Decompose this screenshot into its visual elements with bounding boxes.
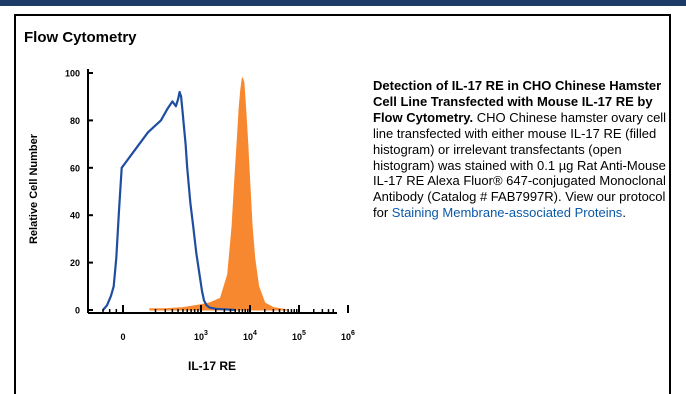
caption-title: Detection of IL-17 RE in CHO Chinese Ham… xyxy=(373,78,662,125)
y-tick-label: 60 xyxy=(70,163,80,173)
flow-cytometry-chart: 0 20 40 60 80 100 0 103 104 105 106 IL-17 RE Relativ… xyxy=(28,69,355,374)
section-title: Flow Cytometry xyxy=(24,29,137,46)
y-axis-title: Relative Cell Number xyxy=(28,133,40,244)
y-tick-label: 80 xyxy=(70,116,80,126)
y-tick-label: 20 xyxy=(70,258,80,268)
x-tick-label: 0 xyxy=(120,332,125,342)
y-tick-label: 0 xyxy=(75,306,80,316)
x-tick-label: 104 xyxy=(243,330,257,342)
open-histogram xyxy=(102,90,236,312)
content-frame xyxy=(14,14,671,394)
figure-caption: Detection of IL-17 RE in CHO Chinese Ham… xyxy=(373,78,671,221)
header-rule xyxy=(0,0,686,6)
x-axis-title: IL-17 RE xyxy=(188,359,236,373)
x-tick-label: 105 xyxy=(292,330,306,342)
y-tick-label: 100 xyxy=(65,69,80,79)
staining-protocol-link[interactable]: Staining Membrane-associated Proteins xyxy=(391,205,623,221)
x-tick-label: 106 xyxy=(341,330,355,342)
caption-end: . xyxy=(622,205,626,221)
x-tick-label: 103 xyxy=(194,330,208,342)
caption-body: CHO Chinese hamster ovary cell line tran… xyxy=(373,109,667,221)
y-tick-label: 40 xyxy=(70,211,80,221)
filled-histogram xyxy=(149,77,289,311)
